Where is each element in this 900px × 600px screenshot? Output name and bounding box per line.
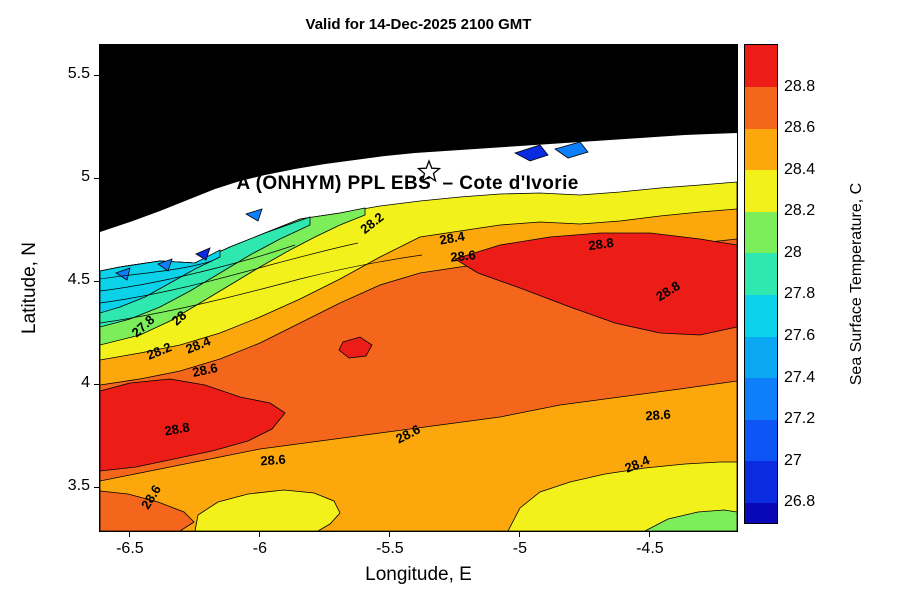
colorbar-tick-label: 27.2 xyxy=(784,410,816,428)
sst-red-blob-northeast xyxy=(454,232,737,336)
colorbar-tick-label: 28.4 xyxy=(784,160,816,178)
colorbar-band xyxy=(745,419,777,462)
y-tick-mark xyxy=(94,74,100,76)
y-tick-label: 4.5 xyxy=(67,271,90,289)
contour-line xyxy=(100,254,423,324)
colorbar-band xyxy=(745,45,777,88)
x-tick-label: -5.5 xyxy=(376,540,404,557)
y-tick-mark xyxy=(94,383,100,385)
y-tick-mark xyxy=(94,486,100,488)
contour-label: 28.6 xyxy=(644,406,671,424)
colorbar-border xyxy=(744,44,778,524)
colorbar-band xyxy=(745,294,777,337)
sst-blue-spot xyxy=(513,144,549,162)
sst-band-28-6-sw xyxy=(100,490,195,531)
sst-red-blob-west xyxy=(100,378,286,472)
x-tick-label: -6.5 xyxy=(116,540,144,557)
sst-blue-spot xyxy=(245,208,263,222)
colorbar-band xyxy=(745,211,777,254)
x-tick-label: -4.5 xyxy=(636,540,664,557)
sst-blue-spot xyxy=(115,267,131,281)
sst-red-blob-center xyxy=(338,336,373,359)
sst-blue-spot xyxy=(157,258,173,272)
contour-label: 28.6 xyxy=(449,247,477,266)
colorbar-label: Sea Surface Temperature, C xyxy=(848,182,865,386)
x-tick-label: -5 xyxy=(512,540,527,557)
contour-line xyxy=(100,242,359,304)
contour-label: 28.6 xyxy=(259,451,287,469)
colorbar-band xyxy=(745,335,777,379)
y-tick-mark xyxy=(94,177,100,179)
contour-line xyxy=(100,244,296,292)
colorbar-tick-label: 26.8 xyxy=(784,493,816,511)
colorbar-band xyxy=(745,252,777,295)
colorbar-band xyxy=(745,128,777,171)
x-tick-mark xyxy=(389,531,391,537)
colorbar-tick-label: 27.8 xyxy=(784,285,816,303)
y-axis-label: Latitude, N xyxy=(19,242,40,334)
x-tick-mark xyxy=(519,531,521,537)
land-region xyxy=(100,45,737,232)
colorbar-band xyxy=(745,502,777,524)
colorbar-tick-label: 27.4 xyxy=(784,368,816,386)
x-tick-mark xyxy=(649,531,651,537)
sst-band-27-6 xyxy=(100,249,221,314)
sst-blue-spot xyxy=(195,247,211,261)
x-axis-label: Longitude, E xyxy=(365,564,472,585)
star-marker-icon xyxy=(416,159,442,183)
colorbar-tick-label: 28 xyxy=(784,243,802,261)
y-tick-label: 5 xyxy=(81,168,90,186)
colorbar-tick-label: 28.6 xyxy=(784,119,816,137)
y-tick-label: 5.5 xyxy=(67,65,90,83)
sst-green-patch-corner xyxy=(644,509,737,531)
plot-title: Valid for 14-Dec-2025 2100 GMT xyxy=(305,16,532,33)
y-tick-mark xyxy=(94,280,100,282)
colorbar-band xyxy=(745,169,777,212)
y-tick-label: 4 xyxy=(81,374,90,392)
colorbar-band xyxy=(745,377,777,420)
x-tick-label: -6 xyxy=(252,540,267,557)
sst-yellow-patch-southeast xyxy=(507,461,737,531)
contour-line xyxy=(100,260,213,280)
colorbar-tick-label: 27 xyxy=(784,451,802,469)
x-tick-mark xyxy=(129,531,131,537)
sst-map xyxy=(100,45,737,531)
colorbar-band xyxy=(745,460,777,503)
x-tick-mark xyxy=(259,531,261,537)
colorbar-tick-label: 27.6 xyxy=(784,326,816,344)
colorbar-band xyxy=(745,86,777,129)
sst-yellow-patch-south xyxy=(194,489,341,531)
sst-blue-spot xyxy=(554,141,589,159)
region-label: A (ONHYM) PPL EBS – Cote d'Ivorie xyxy=(236,173,579,195)
y-tick-label: 3.5 xyxy=(67,477,90,495)
colorbar-tick-label: 28.2 xyxy=(784,202,816,220)
colorbar-tick-label: 28.8 xyxy=(784,77,816,95)
